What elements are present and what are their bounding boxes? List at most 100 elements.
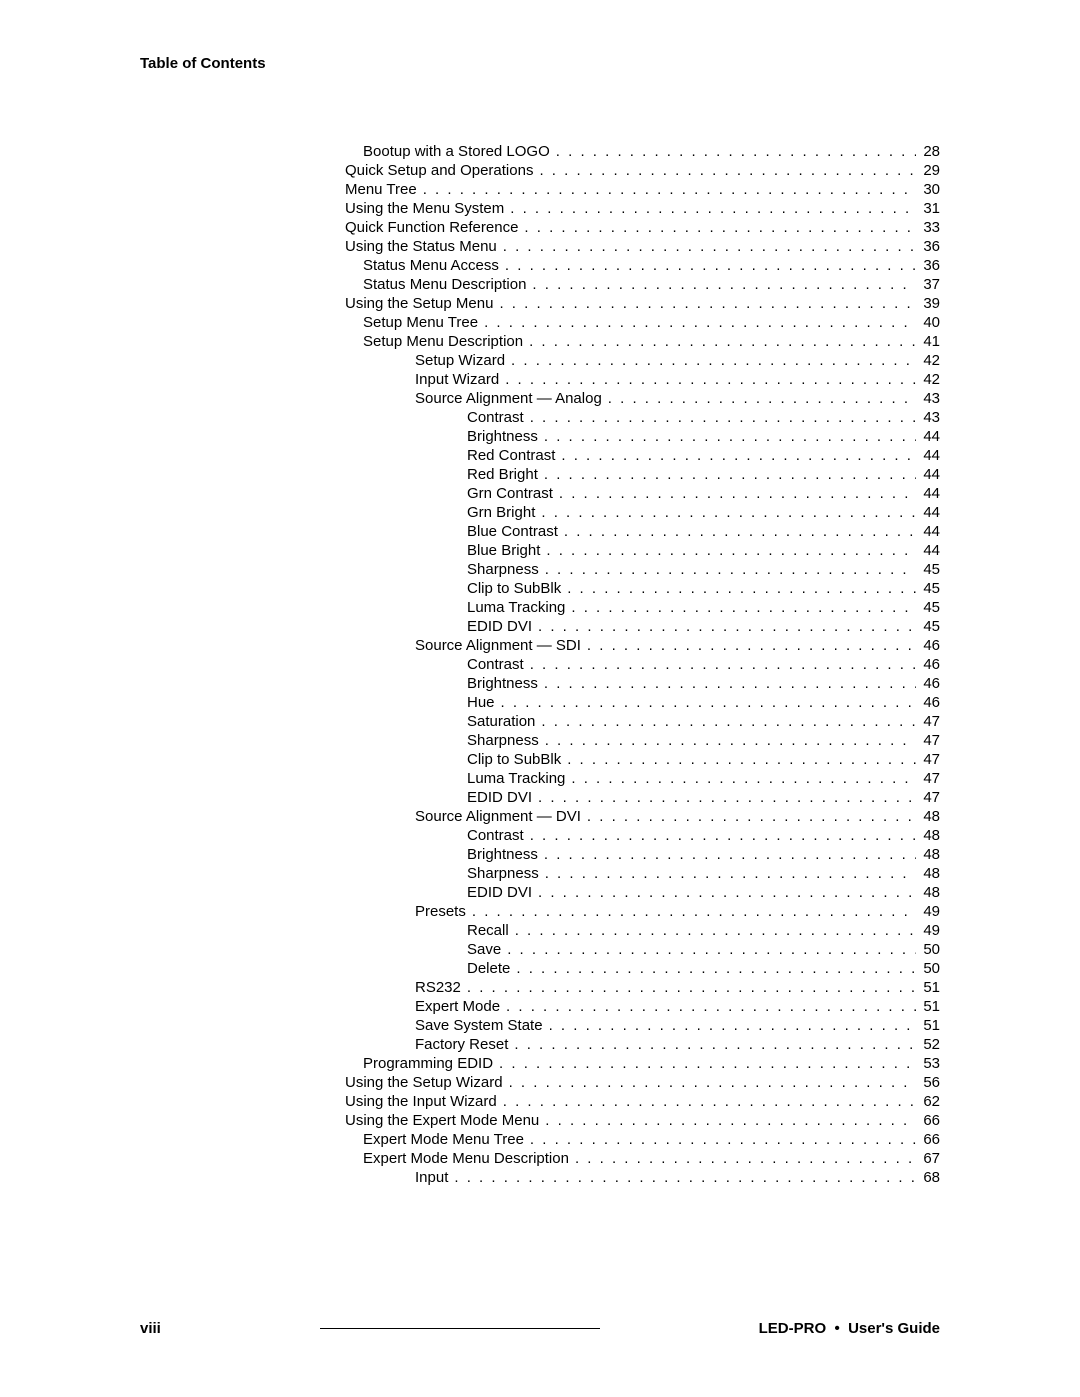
toc-entry-page: 31 <box>916 199 940 218</box>
toc-entry-title: Hue <box>467 693 495 712</box>
toc-entry-title: Blue Contrast <box>467 522 558 541</box>
toc-entry-title: Grn Bright <box>467 503 535 522</box>
toc-entry: Using the Input Wizard62 <box>345 1092 940 1111</box>
toc-leader-dots <box>558 522 916 541</box>
toc-entry-title: Recall <box>467 921 509 940</box>
toc-entry-page: 51 <box>916 978 940 997</box>
toc-leader-dots <box>543 1016 916 1035</box>
toc-entry-page: 48 <box>916 864 940 883</box>
toc-leader-dots <box>497 237 916 256</box>
toc-entry-page: 28 <box>916 142 940 161</box>
toc-leader-dots <box>581 636 916 655</box>
toc-entry: Source Alignment — SDI46 <box>345 636 940 655</box>
toc-entry-title: Programming EDID <box>363 1054 493 1073</box>
toc-entry-page: 36 <box>916 256 940 275</box>
toc-leader-dots <box>539 1111 916 1130</box>
toc-entry: Grn Bright 44 <box>345 503 940 522</box>
table-of-contents: Bootup with a Stored LOGO28Quick Setup a… <box>345 142 940 1187</box>
toc-leader-dots <box>533 161 916 180</box>
toc-entry-page: 50 <box>916 959 940 978</box>
toc-leader-dots <box>499 370 916 389</box>
toc-leader-dots <box>503 1073 916 1092</box>
toc-entry: Contrast46 <box>345 655 940 674</box>
toc-entry-page: 49 <box>916 921 940 940</box>
toc-entry: Input Wizard 42 <box>345 370 940 389</box>
toc-entry-title: Save <box>467 940 501 959</box>
toc-entry-page: 48 <box>916 883 940 902</box>
toc-leader-dots <box>539 560 916 579</box>
toc-entry: Expert Mode Menu Description67 <box>345 1149 940 1168</box>
toc-entry-page: 66 <box>916 1111 940 1130</box>
toc-entry-page: 53 <box>916 1054 940 1073</box>
toc-leader-dots <box>504 199 916 218</box>
toc-entry-page: 43 <box>916 408 940 427</box>
toc-entry-title: Bootup with a Stored LOGO <box>363 142 550 161</box>
page-footer: viii LED-PRO • User's Guide <box>140 1320 940 1337</box>
toc-leader-dots <box>524 655 916 674</box>
toc-entry: EDID DVI45 <box>345 617 940 636</box>
toc-entry: Source Alignment — Analog43 <box>345 389 940 408</box>
toc-leader-dots <box>553 484 916 503</box>
toc-leader-dots <box>535 712 916 731</box>
toc-entry-page: 44 <box>916 503 940 522</box>
toc-leader-dots <box>495 693 916 712</box>
toc-entry-title: Using the Menu System <box>345 199 504 218</box>
toc-entry-page: 44 <box>916 484 940 503</box>
toc-leader-dots <box>478 313 916 332</box>
toc-entry: Blue Contrast 44 <box>345 522 940 541</box>
toc-leader-dots <box>526 275 916 294</box>
toc-entry-page: 44 <box>916 522 940 541</box>
toc-entry-page: 44 <box>916 446 940 465</box>
toc-entry-page: 45 <box>916 560 940 579</box>
toc-entry-title: RS232 <box>415 978 461 997</box>
toc-entry-title: Using the Setup Wizard <box>345 1073 503 1092</box>
toc-entry: Red Contrast44 <box>345 446 940 465</box>
toc-entry: Sharpness 48 <box>345 864 940 883</box>
toc-entry-title: Brightness <box>467 845 538 864</box>
toc-entry-title: Using the Input Wizard <box>345 1092 497 1111</box>
toc-leader-dots <box>505 351 916 370</box>
toc-leader-dots <box>499 256 916 275</box>
toc-entry-title: EDID DVI <box>467 883 532 902</box>
toc-entry: Using the Expert Mode Menu66 <box>345 1111 940 1130</box>
toc-entry: Recall 49 <box>345 921 940 940</box>
footer-rule <box>320 1328 600 1329</box>
toc-entry-title: Sharpness <box>467 864 539 883</box>
toc-entry-title: Clip to SubBlk <box>467 750 561 769</box>
toc-entry-title: Input Wizard <box>415 370 499 389</box>
toc-entry-title: Contrast <box>467 408 524 427</box>
toc-entry: Status Menu Access36 <box>345 256 940 275</box>
toc-leader-dots <box>581 807 916 826</box>
toc-entry-title: Contrast <box>467 826 524 845</box>
toc-entry-title: Setup Wizard <box>415 351 505 370</box>
toc-entry-title: Presets <box>415 902 466 921</box>
toc-leader-dots <box>535 503 916 522</box>
toc-entry-page: 44 <box>916 427 940 446</box>
toc-entry: Menu Tree30 <box>345 180 940 199</box>
toc-entry-page: 40 <box>916 313 940 332</box>
toc-leader-dots <box>501 940 916 959</box>
footer-guide: User's Guide <box>848 1320 940 1337</box>
toc-leader-dots <box>518 218 916 237</box>
toc-entry-title: EDID DVI <box>467 617 532 636</box>
toc-entry: Using the Setup Wizard56 <box>345 1073 940 1092</box>
toc-entry: Save50 <box>345 940 940 959</box>
toc-entry: Programming EDID 53 <box>345 1054 940 1073</box>
toc-entry: Clip to SubBlk45 <box>345 579 940 598</box>
toc-entry-title: Contrast <box>467 655 524 674</box>
toc-entry: Blue Bright44 <box>345 541 940 560</box>
toc-leader-dots <box>532 788 916 807</box>
toc-leader-dots <box>524 408 916 427</box>
toc-entry: Using the Setup Menu39 <box>345 294 940 313</box>
toc-entry-page: 49 <box>916 902 940 921</box>
toc-entry-page: 42 <box>916 370 940 389</box>
toc-leader-dots <box>523 332 916 351</box>
toc-leader-dots <box>602 389 916 408</box>
toc-leader-dots <box>539 864 916 883</box>
toc-leader-dots <box>493 1054 916 1073</box>
toc-entry-title: Red Bright <box>467 465 538 484</box>
toc-entry-title: Brightness <box>467 674 538 693</box>
toc-leader-dots <box>555 446 916 465</box>
toc-entry-title: Setup Menu Description <box>363 332 523 351</box>
toc-entry: Input68 <box>345 1168 940 1187</box>
